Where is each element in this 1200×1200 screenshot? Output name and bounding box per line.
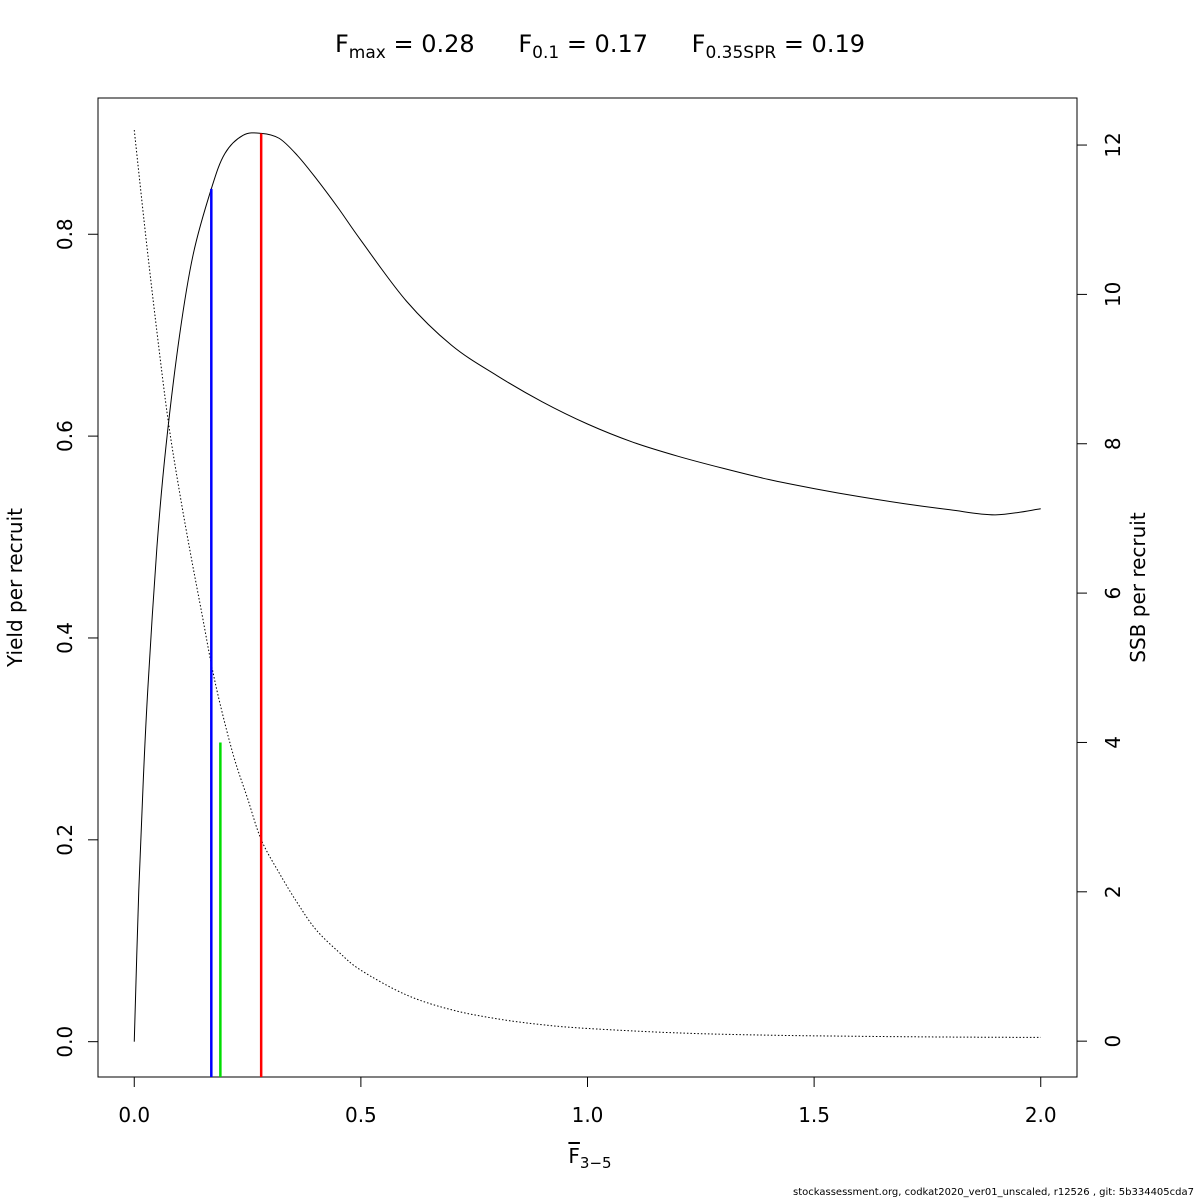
chart-title: Fmax = 0.28 F0.1 = 0.17 F0.35SPR = 0.19: [0, 30, 1200, 63]
fmax-label: Fmax = 0.28: [334, 30, 475, 63]
x-axis-label: F3−5: [568, 1144, 612, 1172]
series-group: [133, 130, 1041, 1042]
y-right-tick-label: 6: [1101, 587, 1125, 600]
y-right-tick-label: 12: [1101, 132, 1125, 157]
y-right-tick-label: 4: [1101, 736, 1125, 749]
y-right-tick-label: 0: [1101, 1035, 1125, 1048]
y-axis-right-label: SSB per recruit: [1126, 512, 1150, 663]
y-axis-left: 0.0 0.2 0.4 0.6 0.8: [53, 218, 98, 1058]
x-tick-label: 0.0: [118, 1103, 150, 1127]
f01-label: F0.1 = 0.17: [518, 30, 648, 63]
y-right-tick-label: 8: [1101, 437, 1125, 450]
y-axis-left-label: Yield per recruit: [3, 508, 27, 668]
x-tick-label: 2.0: [1025, 1103, 1057, 1127]
y-left-tick-label: 0.0: [53, 1026, 77, 1058]
y-axis-right: 0 2 4 6 8 10 12: [1077, 132, 1125, 1048]
x-tick-label: 1.5: [798, 1103, 830, 1127]
plot-frame: [97, 97, 1078, 1078]
x-tick-label: 1.0: [572, 1103, 604, 1127]
x-axis: 0.0 0.5 1.0 1.5 2.0: [118, 1076, 1057, 1127]
y-left-tick-label: 0.2: [53, 824, 77, 856]
x-tick-label: 0.5: [345, 1103, 377, 1127]
footer-credit: stockassessment.org, codkat2020_ver01_un…: [793, 1187, 1194, 1198]
fspr-label: F0.35SPR = 0.19: [691, 30, 865, 63]
ssb-curve: [133, 130, 1041, 1038]
y-right-tick-label: 10: [1101, 282, 1125, 307]
y-right-tick-label: 2: [1101, 885, 1125, 898]
y-left-tick-label: 0.8: [53, 218, 77, 250]
y-left-tick-label: 0.4: [53, 622, 77, 654]
yield-curve: [133, 132, 1041, 1042]
y-left-tick-label: 0.6: [53, 420, 77, 452]
reference-lines: [210, 133, 263, 1077]
